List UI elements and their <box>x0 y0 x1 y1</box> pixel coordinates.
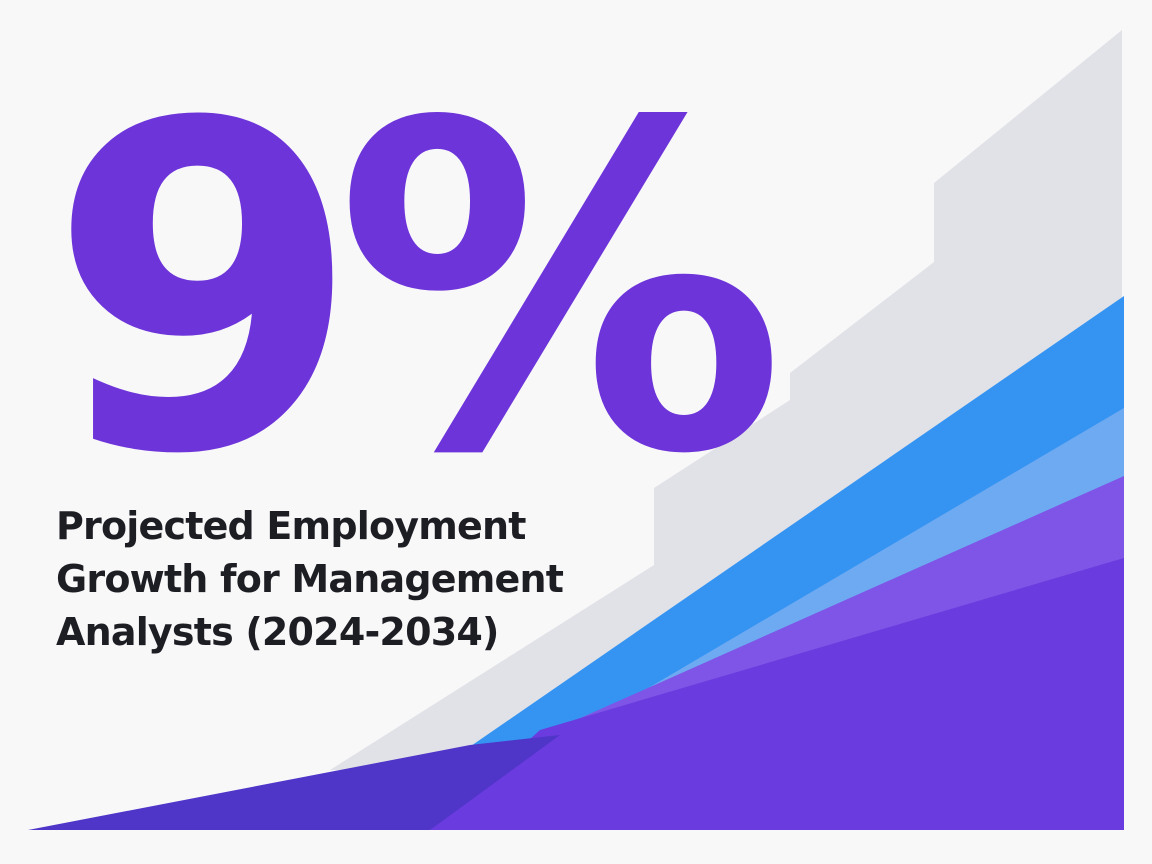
wave-violet <box>540 476 1124 736</box>
wave-light-blue <box>560 408 1124 740</box>
wave-purple <box>430 558 1124 830</box>
growth-stat: 9% <box>48 29 786 553</box>
headline-line-2: Growth for Management <box>56 557 564 601</box>
headline-line-1: Projected Employment <box>56 504 526 548</box>
headline: Projected Employment Growth for Manageme… <box>56 500 616 659</box>
wave-blue <box>468 296 1124 748</box>
headline-line-3: Analysts (2024-2034) <box>56 610 499 654</box>
wave-dark-base <box>28 735 560 830</box>
